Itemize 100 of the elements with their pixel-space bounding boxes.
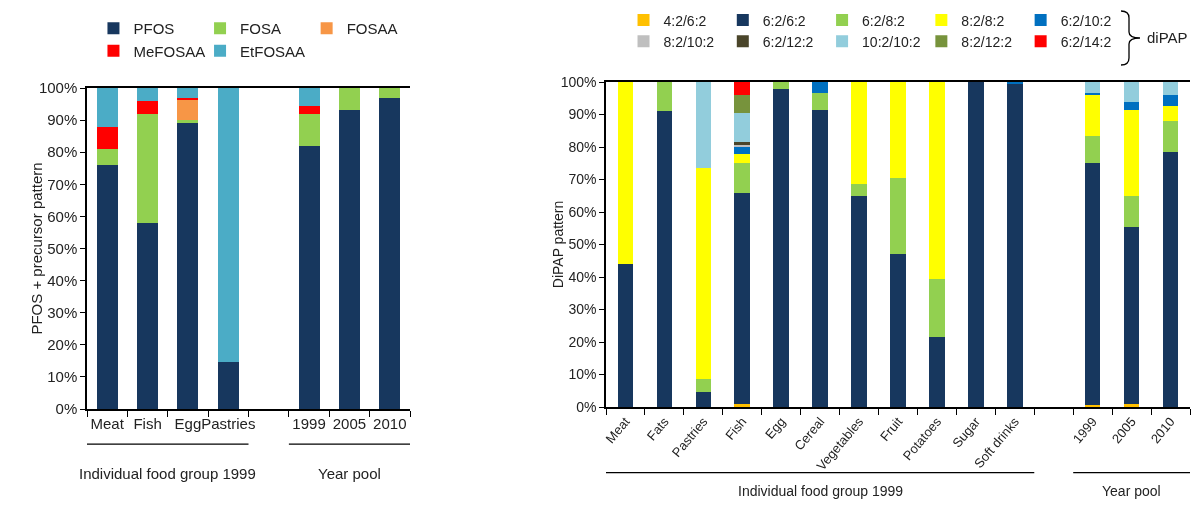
y-tick-label: 90%: [568, 106, 597, 123]
bar: [137, 113, 159, 223]
bar: [379, 88, 401, 98]
bar: [890, 177, 906, 255]
bar: [298, 145, 320, 409]
bar: [379, 97, 401, 409]
bar: [617, 82, 634, 264]
x-tick-label: Egg: [174, 414, 202, 432]
bar: [338, 110, 360, 409]
bar: [217, 362, 239, 409]
x-tick-label: 2010: [373, 414, 407, 432]
x-tick-label: Meat: [90, 414, 125, 432]
legend-label: PFOS: [133, 20, 175, 37]
x-tick-label: Fats: [643, 413, 672, 444]
bar: [812, 82, 828, 94]
bar: [929, 278, 945, 338]
bar: [734, 403, 751, 407]
y-tick-label: 0%: [576, 398, 597, 415]
y-tick-label: 100%: [38, 79, 78, 97]
text: Individual food group 1999: [738, 483, 904, 499]
legend-label: 4:2/6:2: [663, 12, 707, 29]
bar: [929, 337, 945, 407]
bar: [1084, 135, 1101, 164]
bar: [1007, 83, 1023, 407]
bar: [1123, 109, 1140, 196]
bar: [177, 123, 199, 409]
y-tick-label: 80%: [47, 143, 78, 161]
bar: [338, 88, 360, 111]
bar: [773, 82, 789, 89]
x-tick-label: Pastries: [201, 414, 256, 432]
bar: [656, 82, 673, 112]
y-tick-label: 10%: [47, 368, 78, 386]
bar: [851, 184, 867, 196]
legend-label: MeFOSAA: [133, 42, 206, 60]
y-tick-label: 30%: [47, 303, 78, 321]
bar: [695, 392, 712, 407]
y-axis-title: PFOS + precursor pattern: [28, 162, 46, 335]
legend-title: diPAP: [1147, 29, 1188, 46]
bar: [734, 153, 751, 164]
bar: [96, 88, 118, 127]
y-tick-label: 100%: [560, 73, 597, 90]
y-tick-label: 70%: [47, 175, 78, 193]
bar: [656, 111, 673, 407]
legend-label: EtFOSAA: [240, 42, 306, 60]
x-tick-label: 1999: [292, 414, 326, 432]
legend-label: 6:2/12:2: [762, 33, 814, 50]
bar: [851, 82, 867, 185]
legend-label: 8:2/12:2: [961, 33, 1013, 50]
bar: [929, 82, 945, 279]
bar: [890, 82, 906, 178]
bar: [1084, 95, 1101, 136]
bar: [1123, 195, 1140, 227]
bar: [734, 163, 751, 193]
y-tick-label: 10%: [568, 366, 597, 383]
bar: [96, 148, 118, 166]
text: Year pool: [1102, 483, 1161, 499]
bar: [968, 82, 984, 407]
legend-label: FOSAA: [346, 20, 398, 37]
y-tick-label: 30%: [568, 301, 597, 318]
y-tick-label: 70%: [568, 171, 597, 188]
y-tick-label: 50%: [568, 236, 597, 253]
y-tick-label: 0%: [55, 400, 78, 418]
y-tick-label: 60%: [568, 203, 597, 220]
y-axis-title: DiPAP pattern: [550, 200, 567, 289]
bar: [177, 88, 199, 98]
bar: [137, 88, 159, 101]
bar: [773, 88, 789, 407]
bar: [1162, 121, 1179, 152]
legend-label: 10:2/10:2: [862, 33, 921, 50]
bar: [96, 126, 118, 149]
bar: [177, 120, 199, 124]
bar: [890, 254, 906, 407]
bar: [1123, 101, 1140, 110]
bar: [695, 168, 712, 380]
y-tick-label: 40%: [568, 268, 597, 285]
y-tick-label: 20%: [568, 333, 597, 350]
text: Individual food group 1999: [79, 465, 256, 482]
bar: [812, 93, 828, 110]
y-tick-label: 20%: [47, 336, 78, 354]
bar: [298, 113, 320, 146]
y-tick-label: 60%: [47, 207, 78, 225]
bar: [812, 109, 828, 407]
bar: [298, 88, 320, 106]
legend-label: 8:2/10:2: [663, 33, 715, 50]
legend-label: 6:2/8:2: [862, 12, 906, 29]
bar: [1084, 163, 1101, 406]
bar: [1162, 151, 1179, 407]
bar: [851, 195, 867, 407]
bar: [734, 95, 751, 113]
bar: [96, 165, 118, 409]
bar: [617, 264, 634, 407]
y-tick-label: 50%: [47, 239, 78, 257]
bar: [734, 82, 751, 95]
bar: [1162, 82, 1179, 95]
y-tick-label: 90%: [47, 111, 78, 129]
bar: [1084, 82, 1101, 94]
y-tick-label: 80%: [568, 138, 597, 155]
legend-label: 6:2/6:2: [762, 12, 806, 29]
x-tick-label: Fish: [722, 414, 750, 443]
bar: [177, 99, 199, 121]
